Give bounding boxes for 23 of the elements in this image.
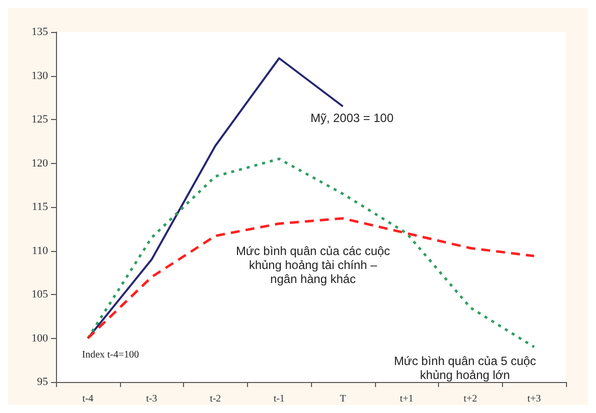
y-tick-label: 100 [32, 332, 48, 344]
y-tick-label: 135 [32, 26, 48, 38]
x-tick-label: t+2 [464, 394, 478, 404]
y-tick-label: 130 [32, 70, 48, 82]
x-tick-label: t-1 [274, 394, 285, 404]
line-series [86, 158, 536, 348]
annotation: Mỹ, 2003 = 100 [310, 111, 394, 125]
x-tick-label: t-3 [146, 394, 158, 404]
line-series [86, 217, 536, 340]
annotation: Mức bình quân của các cuộc khủng hoảng tài chính – ngân hàng khác [236, 244, 390, 286]
x-tick-label: t+1 [400, 394, 414, 404]
annotation: Mức bình quân của 5 cuộc khủng hoảng lớn [394, 354, 536, 382]
x-tick-label: t-2 [210, 394, 221, 404]
y-tick-label: 120 [32, 157, 48, 170]
y-tick-label: 105 [32, 288, 48, 300]
y-tick-label: 115 [32, 201, 48, 213]
y-tick-label: 110 [32, 244, 48, 257]
y-tick-label: 95 [37, 376, 48, 388]
y-tick-label: 125 [32, 114, 48, 126]
x-tick-label: t-4 [82, 394, 94, 404]
x-tick-label: T [340, 394, 346, 404]
annotation: Index t-4=100 [82, 350, 140, 360]
x-tick-label: t+3 [527, 394, 541, 404]
